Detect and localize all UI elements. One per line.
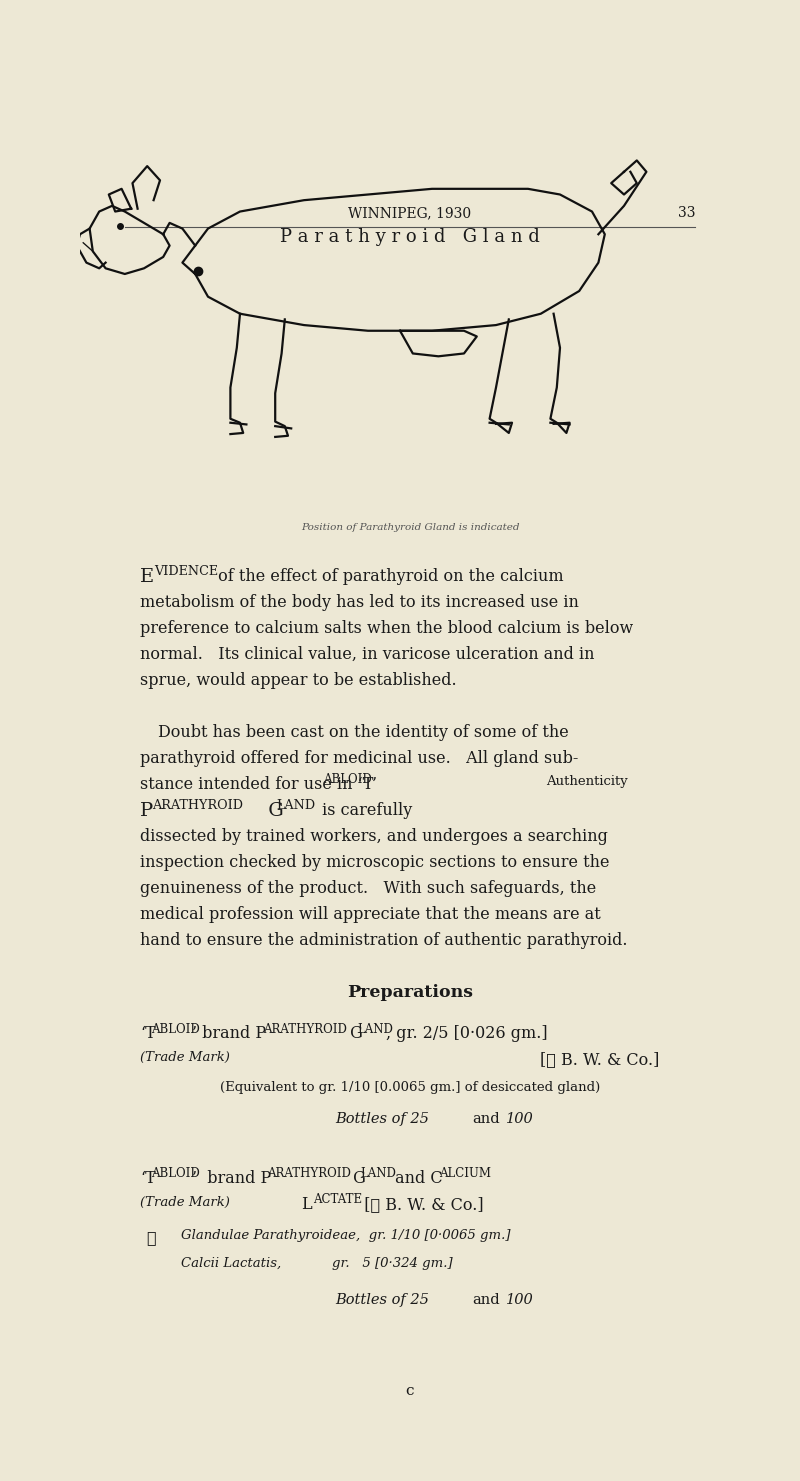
Text: 100: 100 — [506, 1112, 534, 1127]
Text: G: G — [262, 801, 284, 819]
Text: ‘T: ‘T — [140, 1025, 156, 1043]
Text: Position of Parathyroid Gland is indicated: Position of Parathyroid Gland is indicat… — [301, 523, 519, 532]
Text: WINNIPEG, 1930: WINNIPEG, 1930 — [349, 206, 471, 219]
Text: of the effect of parathyroid on the calcium: of the effect of parathyroid on the calc… — [214, 567, 564, 585]
Text: Bottles of 25: Bottles of 25 — [336, 1293, 430, 1308]
Text: Bottles of 25: Bottles of 25 — [336, 1112, 430, 1127]
Text: genuineness of the product.   With such safeguards, the: genuineness of the product. With such sa… — [140, 880, 597, 896]
Text: ’  brand P: ’ brand P — [192, 1170, 271, 1186]
Text: Authenticity: Authenticity — [546, 775, 628, 788]
Text: hand to ensure the administration of authentic parathyroid.: hand to ensure the administration of aut… — [140, 932, 628, 949]
Text: 33: 33 — [678, 206, 695, 219]
Text: G: G — [348, 1170, 366, 1186]
Text: ACTATE: ACTATE — [313, 1194, 362, 1207]
Text: , gr. 2/5 [0·026 gm.]: , gr. 2/5 [0·026 gm.] — [386, 1025, 548, 1043]
Text: ’: ’ — [371, 776, 377, 792]
Text: metabolism of the body has led to its increased use in: metabolism of the body has led to its in… — [140, 594, 579, 610]
Text: [℞ B. W. & Co.]: [℞ B. W. & Co.] — [354, 1195, 484, 1213]
Text: normal.   Its clinical value, in varicose ulceration and in: normal. Its clinical value, in varicose … — [140, 646, 594, 662]
Text: c: c — [406, 1385, 414, 1398]
Text: (Trade Mark): (Trade Mark) — [140, 1052, 230, 1065]
Text: medical profession will appreciate that the means are at: medical profession will appreciate that … — [140, 906, 601, 923]
Text: LAND: LAND — [358, 1023, 393, 1037]
Text: 100: 100 — [506, 1293, 534, 1308]
Text: LAND: LAND — [277, 800, 316, 813]
Text: VIDENCE: VIDENCE — [154, 566, 218, 579]
Text: LAND: LAND — [360, 1167, 396, 1180]
Text: P a r a t h y r o i d   G l a n d: P a r a t h y r o i d G l a n d — [280, 228, 540, 246]
Text: Preparations: Preparations — [347, 983, 473, 1001]
Text: (Trade Mark): (Trade Mark) — [140, 1195, 230, 1208]
Text: ABLOID: ABLOID — [323, 773, 372, 786]
Text: L: L — [302, 1195, 312, 1213]
Text: ARATHYROID: ARATHYROID — [152, 800, 243, 813]
Text: Glandulae Parathyroideae,  gr. 1/10 [0·0065 gm.]: Glandulae Parathyroideae, gr. 1/10 [0·00… — [181, 1229, 510, 1243]
Text: inspection checked by microscopic sections to ensure the: inspection checked by microscopic sectio… — [140, 853, 610, 871]
Text: P: P — [140, 801, 154, 819]
Text: ABLOID: ABLOID — [151, 1023, 200, 1037]
Text: ABLOID: ABLOID — [151, 1167, 200, 1180]
Text: parathyroid offered for medicinal use.   All gland sub-: parathyroid offered for medicinal use. A… — [140, 749, 578, 767]
Text: ℞: ℞ — [146, 1229, 156, 1247]
Text: preference to calcium salts when the blood calcium is below: preference to calcium salts when the blo… — [140, 619, 634, 637]
Text: ALCIUM: ALCIUM — [439, 1167, 491, 1180]
Text: Calcii Lactatis,: Calcii Lactatis, — [181, 1257, 281, 1269]
Text: G: G — [345, 1025, 362, 1043]
Text: gr.   5 [0·324 gm.]: gr. 5 [0·324 gm.] — [333, 1257, 453, 1269]
Text: and: and — [472, 1112, 500, 1127]
Text: [℞ B. W. & Co.]: [℞ B. W. & Co.] — [540, 1052, 659, 1068]
Text: ‘T: ‘T — [140, 1170, 156, 1186]
Text: ARATHYROID: ARATHYROID — [267, 1167, 351, 1180]
Text: is carefully: is carefully — [317, 801, 412, 819]
Text: stance intended for use in ‘T: stance intended for use in ‘T — [140, 776, 374, 792]
Text: ’ brand P: ’ brand P — [192, 1025, 266, 1043]
Text: ARATHYROID: ARATHYROID — [263, 1023, 347, 1037]
Text: E: E — [140, 567, 154, 585]
Text: dissected by trained workers, and undergoes a searching: dissected by trained workers, and underg… — [140, 828, 608, 844]
Text: (Equivalent to gr. 1/10 [0.0065 gm.] of desiccated gland): (Equivalent to gr. 1/10 [0.0065 gm.] of … — [220, 1081, 600, 1094]
Text: sprue, would appear to be established.: sprue, would appear to be established. — [140, 672, 457, 689]
Text: and C: and C — [390, 1170, 442, 1186]
Text: Doubt has been cast on the identity of some of the: Doubt has been cast on the identity of s… — [158, 724, 569, 740]
Text: and: and — [472, 1293, 500, 1308]
